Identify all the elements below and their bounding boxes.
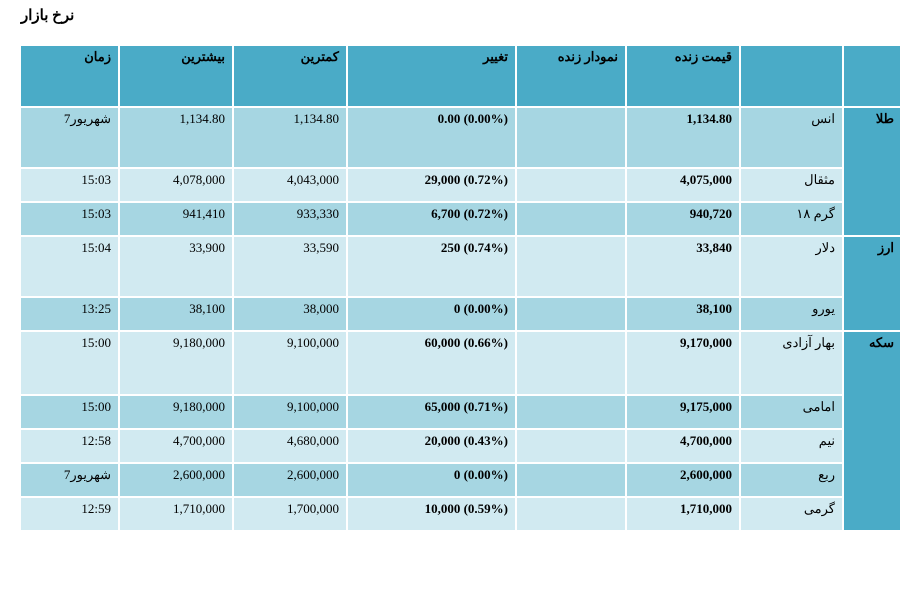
- table-row: 15:00 9,180,000 9,100,000 65,000 (0.71%)…: [21, 396, 900, 428]
- price-cell: 1,134.80: [627, 108, 739, 167]
- table-row: 15:00 9,180,000 9,100,000 60,000 (0.66%)…: [21, 332, 900, 530]
- chart-cell: [517, 203, 625, 235]
- header-name-blank: [741, 46, 842, 106]
- change-cell: 250 (0.74%): [348, 237, 515, 296]
- change-cell: 6,700 (0.72%): [348, 203, 515, 235]
- chart-cell: [517, 430, 625, 462]
- time-cell: 15:03: [21, 169, 118, 201]
- chart-cell: [517, 498, 625, 530]
- time-cell: 7شهریور: [21, 464, 118, 496]
- low-cell: 2,600,000: [234, 464, 346, 496]
- category-currency: ارز: [844, 237, 900, 330]
- header-chart: نمودار زنده: [517, 46, 625, 106]
- price-cell: 940,720: [627, 203, 739, 235]
- price-cell: 9,170,000: [627, 332, 739, 394]
- item-name-cell: گرمی: [741, 498, 842, 530]
- price-cell: 4,700,000: [627, 430, 739, 462]
- time-cell: 15:00: [21, 332, 118, 394]
- table-row: 15:03 941,410 933,330 6,700 (0.72%) 940,…: [21, 203, 900, 235]
- high-cell: 38,100: [120, 298, 232, 330]
- low-cell: 33,590: [234, 237, 346, 296]
- low-cell: 1,700,000: [234, 498, 346, 530]
- table-row: 7شهریور 1,134.80 1,134.80 0.00 (0.00%) 1…: [21, 108, 900, 235]
- table-row: 12:59 1,710,000 1,700,000 10,000 (0.59%)…: [21, 498, 900, 530]
- change-cell: 10,000 (0.59%): [348, 498, 515, 530]
- table-row: 7شهریور 2,600,000 2,600,000 0 (0.00%) 2,…: [21, 464, 900, 496]
- price-cell: 9,175,000: [627, 396, 739, 428]
- item-name-cell: دلار: [741, 237, 842, 296]
- high-cell: 941,410: [120, 203, 232, 235]
- high-cell: 1,710,000: [120, 498, 232, 530]
- change-cell: 0.00 (0.00%): [348, 108, 515, 167]
- table-row: 13:25 38,100 38,000 0 (0.00%) 38,100 یور…: [21, 298, 900, 330]
- high-cell: 9,180,000: [120, 396, 232, 428]
- low-cell: 4,680,000: [234, 430, 346, 462]
- table-row: 15:03 4,078,000 4,043,000 29,000 (0.72%)…: [21, 169, 900, 201]
- item-name-cell: گرم ۱۸: [741, 203, 842, 235]
- price-cell: 1,710,000: [627, 498, 739, 530]
- time-cell: 12:58: [21, 430, 118, 462]
- chart-cell: [517, 396, 625, 428]
- low-cell: 4,043,000: [234, 169, 346, 201]
- header-live-price: قیمت زنده: [627, 46, 739, 106]
- chart-cell: [517, 464, 625, 496]
- header-category-blank: [844, 46, 900, 106]
- time-cell: 15:03: [21, 203, 118, 235]
- price-cell: 33,840: [627, 237, 739, 296]
- market-rates-table: زمان بیشترین کمترین تغییر نمودار زنده قی…: [19, 44, 900, 532]
- chart-cell: [517, 298, 625, 330]
- header-time: زمان: [21, 46, 118, 106]
- change-cell: 20,000 (0.43%): [348, 430, 515, 462]
- high-cell: 9,180,000: [120, 332, 232, 394]
- high-cell: 1,134.80: [120, 108, 232, 167]
- chart-cell: [517, 108, 625, 167]
- low-cell: 1,134.80: [234, 108, 346, 167]
- price-cell: 4,075,000: [627, 169, 739, 201]
- category-gold: طلا: [844, 108, 900, 235]
- item-name-cell: انس: [741, 108, 842, 167]
- change-cell: 65,000 (0.71%): [348, 396, 515, 428]
- item-name-cell: ربع: [741, 464, 842, 496]
- low-cell: 9,100,000: [234, 396, 346, 428]
- time-cell: 7شهریور: [21, 108, 118, 167]
- low-cell: 933,330: [234, 203, 346, 235]
- time-cell: 12:59: [21, 498, 118, 530]
- header-low: کمترین: [234, 46, 346, 106]
- time-cell: 13:25: [21, 298, 118, 330]
- chart-cell: [517, 332, 625, 394]
- item-name-cell: امامی: [741, 396, 842, 428]
- page-title: نرخ بازار: [21, 8, 75, 24]
- change-cell: 0 (0.00%): [348, 298, 515, 330]
- item-name-cell: بهار آزادی: [741, 332, 842, 394]
- table-row: 12:58 4,700,000 4,680,000 20,000 (0.43%)…: [21, 430, 900, 462]
- header-high: بیشترین: [120, 46, 232, 106]
- item-name-cell: یورو: [741, 298, 842, 330]
- change-cell: 60,000 (0.66%): [348, 332, 515, 394]
- time-cell: 15:04: [21, 237, 118, 296]
- low-cell: 9,100,000: [234, 332, 346, 394]
- low-cell: 38,000: [234, 298, 346, 330]
- high-cell: 33,900: [120, 237, 232, 296]
- category-coins: سکه: [844, 332, 900, 530]
- time-cell: 15:00: [21, 396, 118, 428]
- price-cell: 38,100: [627, 298, 739, 330]
- chart-cell: [517, 169, 625, 201]
- header-row: زمان بیشترین کمترین تغییر نمودار زنده قی…: [21, 46, 900, 106]
- item-name-cell: نیم: [741, 430, 842, 462]
- item-name-cell: مثقال: [741, 169, 842, 201]
- chart-cell: [517, 237, 625, 296]
- header-change: تغییر: [348, 46, 515, 106]
- price-cell: 2,600,000: [627, 464, 739, 496]
- high-cell: 4,700,000: [120, 430, 232, 462]
- table-row: 15:04 33,900 33,590 250 (0.74%) 33,840 د…: [21, 237, 900, 330]
- change-cell: 0 (0.00%): [348, 464, 515, 496]
- high-cell: 4,078,000: [120, 169, 232, 201]
- high-cell: 2,600,000: [120, 464, 232, 496]
- change-cell: 29,000 (0.72%): [348, 169, 515, 201]
